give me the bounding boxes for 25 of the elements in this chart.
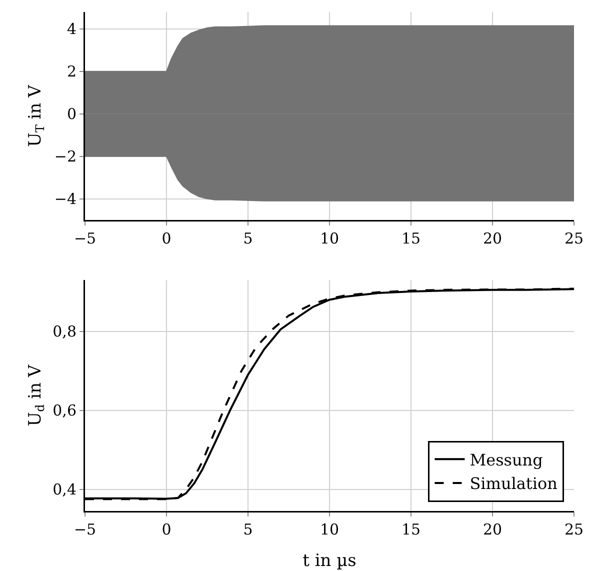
- y-tick-label: 0,8: [52, 322, 76, 341]
- x-tick-label: 15: [401, 230, 421, 248]
- x-tick-label: 25: [564, 230, 584, 248]
- y-tick-label: −4: [54, 190, 76, 208]
- x-tick-label: 15: [401, 520, 421, 538]
- x-tick-label: −5: [74, 230, 96, 248]
- y-tick-label: 0,6: [52, 402, 76, 420]
- x-tick-label: 10: [320, 520, 340, 538]
- x-tick-label: 5: [243, 230, 253, 248]
- x-tick-label: 0: [162, 230, 172, 248]
- legend-label: Simulation: [470, 474, 558, 494]
- y-tick-label: 2: [66, 62, 76, 81]
- x-tick-label: 25: [564, 520, 584, 538]
- x-tick-label: 20: [482, 520, 502, 538]
- legend-label: Messung: [470, 450, 543, 470]
- y-tick-label: −2: [54, 148, 76, 166]
- y-tick-label: 0: [66, 105, 76, 124]
- y-tick-label: 0,4: [52, 480, 76, 499]
- y-tick-label: 4: [66, 20, 76, 38]
- x-tick-label: 10: [320, 230, 340, 248]
- x-tick-label: 20: [482, 230, 502, 248]
- x-axis-title: t in µs: [302, 551, 356, 571]
- x-tick-label: −5: [74, 520, 96, 538]
- x-tick-label: 5: [243, 520, 253, 538]
- x-tick-label: 0: [162, 520, 172, 538]
